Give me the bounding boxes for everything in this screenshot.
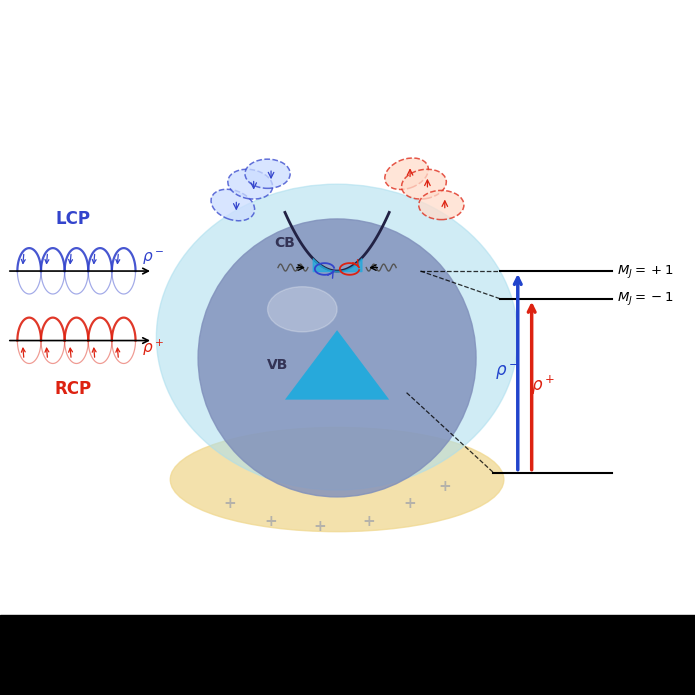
Ellipse shape xyxy=(402,170,446,199)
Polygon shape xyxy=(285,330,389,400)
Ellipse shape xyxy=(268,287,337,332)
Text: $\rho^-$: $\rho^-$ xyxy=(496,362,519,382)
Text: RCP: RCP xyxy=(54,380,92,398)
Ellipse shape xyxy=(156,184,518,490)
Ellipse shape xyxy=(198,219,476,497)
Text: +: + xyxy=(223,496,236,512)
Ellipse shape xyxy=(170,427,504,532)
Ellipse shape xyxy=(245,159,291,188)
Text: +: + xyxy=(265,514,277,529)
Text: +: + xyxy=(313,519,326,534)
Ellipse shape xyxy=(418,190,464,220)
Text: CB: CB xyxy=(275,236,295,250)
Text: +: + xyxy=(404,496,416,512)
Text: $M_J = -1$: $M_J = -1$ xyxy=(617,291,673,307)
Text: $M_J = +1$: $M_J = +1$ xyxy=(617,263,673,279)
Text: $\rho^+$: $\rho^+$ xyxy=(142,337,165,358)
Text: +: + xyxy=(362,514,375,529)
Text: VB: VB xyxy=(268,358,288,372)
Text: $\rho^+$: $\rho^+$ xyxy=(532,374,555,398)
Ellipse shape xyxy=(211,189,254,221)
Text: +: + xyxy=(439,479,451,494)
Ellipse shape xyxy=(228,170,272,199)
Text: $\rho^-$: $\rho^-$ xyxy=(142,250,165,268)
Bar xyxy=(0,615,695,695)
Ellipse shape xyxy=(385,158,428,190)
Text: LCP: LCP xyxy=(56,210,90,228)
